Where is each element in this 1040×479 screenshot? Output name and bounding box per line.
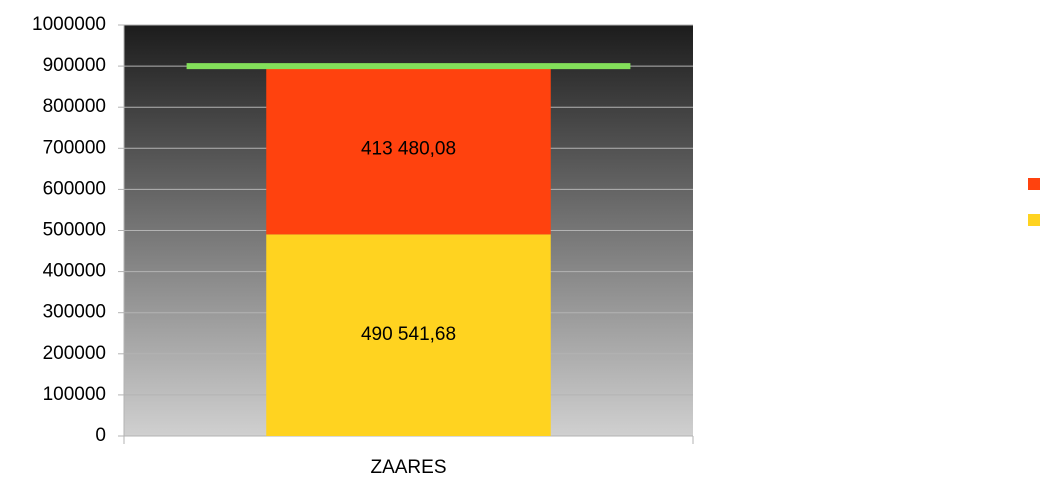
y-tick-label: 900000 bbox=[43, 55, 106, 76]
y-tick-label: 0 bbox=[95, 425, 106, 446]
bar-segment bbox=[266, 64, 551, 235]
legend-swatch bbox=[1028, 214, 1040, 226]
y-tick-label: 800000 bbox=[43, 96, 106, 117]
bar-segment bbox=[266, 234, 551, 436]
y-tick-label: 1000000 bbox=[32, 14, 106, 35]
x-tick-label: ZAARES bbox=[370, 457, 446, 478]
legend-swatch bbox=[1028, 178, 1040, 190]
y-tick-label: 600000 bbox=[43, 178, 106, 199]
y-tick-label: 500000 bbox=[43, 220, 106, 241]
y-tick-label: 200000 bbox=[43, 343, 106, 364]
y-tick-label: 700000 bbox=[43, 137, 106, 158]
y-tick-label: 300000 bbox=[43, 302, 106, 323]
y-tick-label: 400000 bbox=[43, 261, 106, 282]
y-tick-label: 100000 bbox=[43, 384, 106, 405]
value-label: 413 480,08 bbox=[361, 138, 456, 159]
value-label: 490 541,68 bbox=[361, 324, 456, 345]
